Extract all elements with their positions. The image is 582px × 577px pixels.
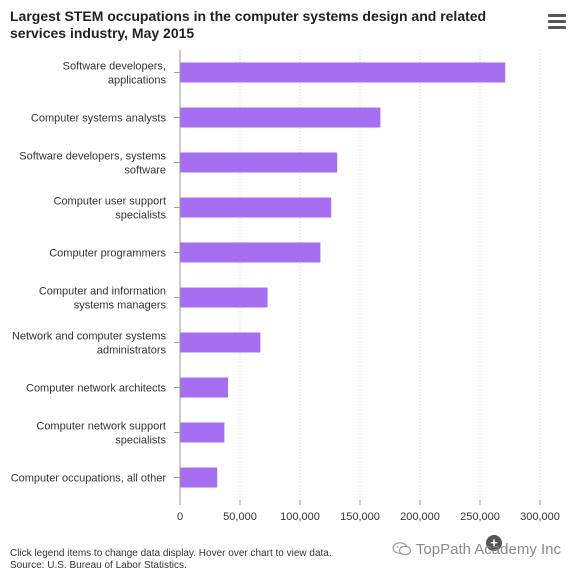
category-label-line: specialists [115, 210, 166, 222]
footer-instructions: Click legend items to change data displa… [10, 548, 332, 559]
tick-labels: 0 50,000 100,000 150,000 200,000 250,000 300,0… [177, 511, 560, 523]
category-label: Computer systems analysts [31, 113, 167, 125]
category-labels: Software developers, applications Computer… [11, 61, 167, 485]
category-label: Computer user support specialists [54, 196, 167, 222]
watermark: TopPath Academy Inc [392, 541, 561, 558]
category-label-line: Computer and information [39, 286, 166, 298]
bar[interactable] [180, 377, 229, 398]
bar[interactable] [180, 197, 332, 218]
hamburger-menu-icon[interactable] [548, 14, 566, 30]
bar[interactable] [180, 422, 225, 443]
chart-footer: Click legend items to change data displa… [10, 548, 332, 572]
x-tick-label: 50,000 [223, 511, 257, 523]
category-label: Computer occupations, all other [11, 473, 167, 485]
category-label: Computer programmers [49, 248, 166, 260]
category-label-line: Computer systems analysts [31, 113, 167, 125]
x-tick-label: 0 [177, 511, 183, 523]
category-label: Software developers, systems software [19, 151, 166, 177]
x-tick-label: 300,000 [520, 511, 560, 523]
category-label: Computer network architects [26, 383, 166, 395]
chart-title: Largest STEM occupations in the computer… [10, 8, 487, 41]
category-label-line: Software developers, [63, 61, 166, 73]
bar[interactable] [180, 242, 321, 263]
zoom-plus-icon[interactable]: + [486, 535, 502, 551]
x-tick-label: 250,000 [460, 511, 500, 523]
category-label-line: Computer network support [36, 421, 166, 433]
category-label-line: Computer network architects [26, 383, 166, 395]
bar[interactable] [180, 287, 268, 308]
x-tick-label: 200,000 [400, 511, 440, 523]
bar-chart: Software developers, applications Computer… [11, 50, 560, 523]
category-label-line: administrators [97, 345, 167, 357]
x-tick-label: 100,000 [280, 511, 320, 523]
category-label: Computer and information systems managers [39, 286, 167, 312]
category-label-line: Network and computer systems [12, 331, 167, 343]
category-label-line: Software developers, systems [19, 151, 166, 163]
category-label: Network and computer systems administrato… [12, 331, 167, 357]
bars [180, 62, 506, 488]
footer-source: Source: U.S. Bureau of Labor Statistics. [10, 560, 187, 571]
category-label-line: software [124, 165, 166, 177]
bar[interactable] [180, 332, 261, 353]
bar[interactable] [180, 152, 338, 173]
bar[interactable] [180, 62, 506, 83]
category-label-line: Computer occupations, all other [11, 473, 167, 485]
category-label: Computer network support specialists [36, 421, 166, 447]
bar[interactable] [180, 107, 381, 128]
watermark-text: TopPath Academy Inc [415, 541, 561, 558]
bar[interactable] [180, 467, 218, 488]
axes [174, 50, 541, 505]
category-label-line: specialists [115, 435, 166, 447]
wechat-icon [392, 542, 412, 556]
x-tick-label: 150,000 [340, 511, 380, 523]
category-label: Software developers, applications [63, 61, 167, 87]
category-label-line: systems managers [74, 300, 167, 312]
category-label-line: Computer user support [54, 196, 167, 208]
category-label-line: applications [108, 75, 167, 87]
category-label-line: Computer programmers [49, 248, 166, 260]
